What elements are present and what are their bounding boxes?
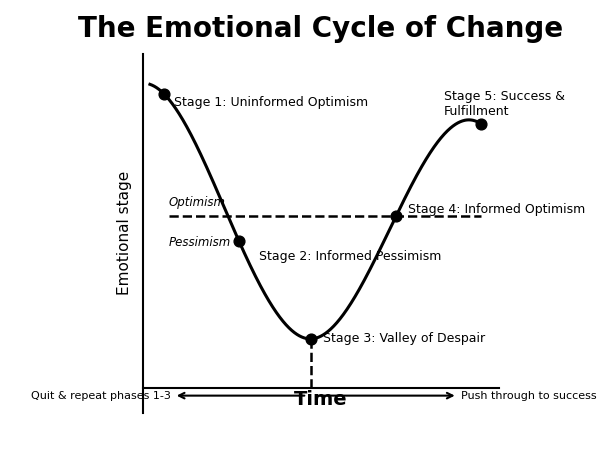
Text: Time: Time	[294, 391, 347, 410]
Point	[306, 335, 316, 342]
Text: Optimism: Optimism	[169, 196, 226, 208]
Point	[159, 90, 169, 97]
Title: The Emotional Cycle of Change: The Emotional Cycle of Change	[78, 15, 563, 43]
Point	[391, 212, 401, 220]
Text: Stage 3: Valley of Despair: Stage 3: Valley of Despair	[323, 333, 485, 346]
Y-axis label: Emotional stage: Emotional stage	[117, 171, 132, 295]
Text: Stage 2: Informed Pessimism: Stage 2: Informed Pessimism	[259, 250, 442, 263]
Text: Stage 5: Success &
Fulfillment: Stage 5: Success & Fulfillment	[444, 90, 565, 118]
Text: Stage 4: Informed Optimism: Stage 4: Informed Optimism	[408, 203, 585, 216]
Point	[476, 121, 486, 128]
Text: Push through to success: Push through to success	[461, 391, 596, 401]
Text: Pessimism: Pessimism	[169, 236, 231, 249]
Text: Stage 1: Uninformed Optimism: Stage 1: Uninformed Optimism	[174, 96, 368, 109]
Point	[234, 237, 244, 244]
Text: Quit & repeat phases 1-3: Quit & repeat phases 1-3	[31, 391, 170, 401]
